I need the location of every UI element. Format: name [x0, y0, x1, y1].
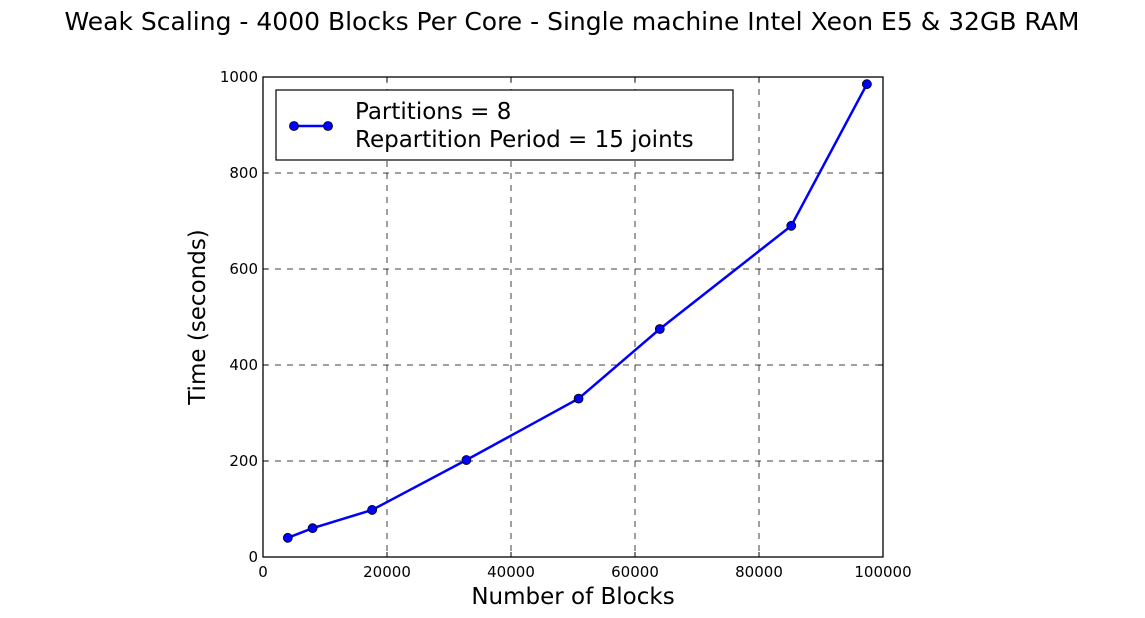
x-tick-label: 80000 [735, 563, 783, 581]
x-tick-label: 100000 [854, 563, 911, 581]
x-tick-label: 60000 [611, 563, 659, 581]
series-layer [282, 79, 872, 543]
y-tick-label: 800 [229, 164, 258, 182]
legend-label-line-1: Partitions = 8 [355, 99, 511, 125]
series-line [287, 83, 868, 539]
axis-ticks: 0 20000 40000 60000 80000 100000 0 200 400 600 800… [220, 68, 912, 581]
data-point [786, 220, 797, 231]
y-tick-label: 0 [248, 548, 258, 566]
chart-title: Weak Scaling - 4000 Blocks Per Core - Si… [65, 7, 1080, 36]
data-point [461, 455, 472, 465]
y-tick-label: 400 [229, 356, 258, 374]
y-axis-label: Time (seconds) [185, 229, 211, 406]
legend-marker [289, 121, 299, 131]
data-point [654, 324, 665, 334]
x-tick-label: 0 [258, 563, 268, 581]
data-point [307, 523, 318, 534]
y-tick-label: 600 [229, 260, 258, 278]
legend: Partitions = 8 Repartition Period = 15 j… [275, 89, 734, 161]
x-tick-label: 40000 [487, 563, 535, 581]
y-tick-label: 1000 [220, 68, 258, 86]
legend-label-line-2: Repartition Period = 15 joints [355, 127, 694, 153]
data-point [282, 532, 293, 543]
legend-box [275, 89, 734, 161]
legend-marker [323, 121, 333, 131]
data-point [861, 79, 872, 90]
x-tick-label: 20000 [363, 563, 411, 581]
grid-lines [263, 77, 883, 557]
x-axis-label: Number of Blocks [471, 584, 674, 610]
y-tick-label: 200 [229, 452, 258, 470]
data-point [367, 505, 378, 515]
data-point [573, 393, 584, 404]
plot-frame [262, 76, 884, 558]
